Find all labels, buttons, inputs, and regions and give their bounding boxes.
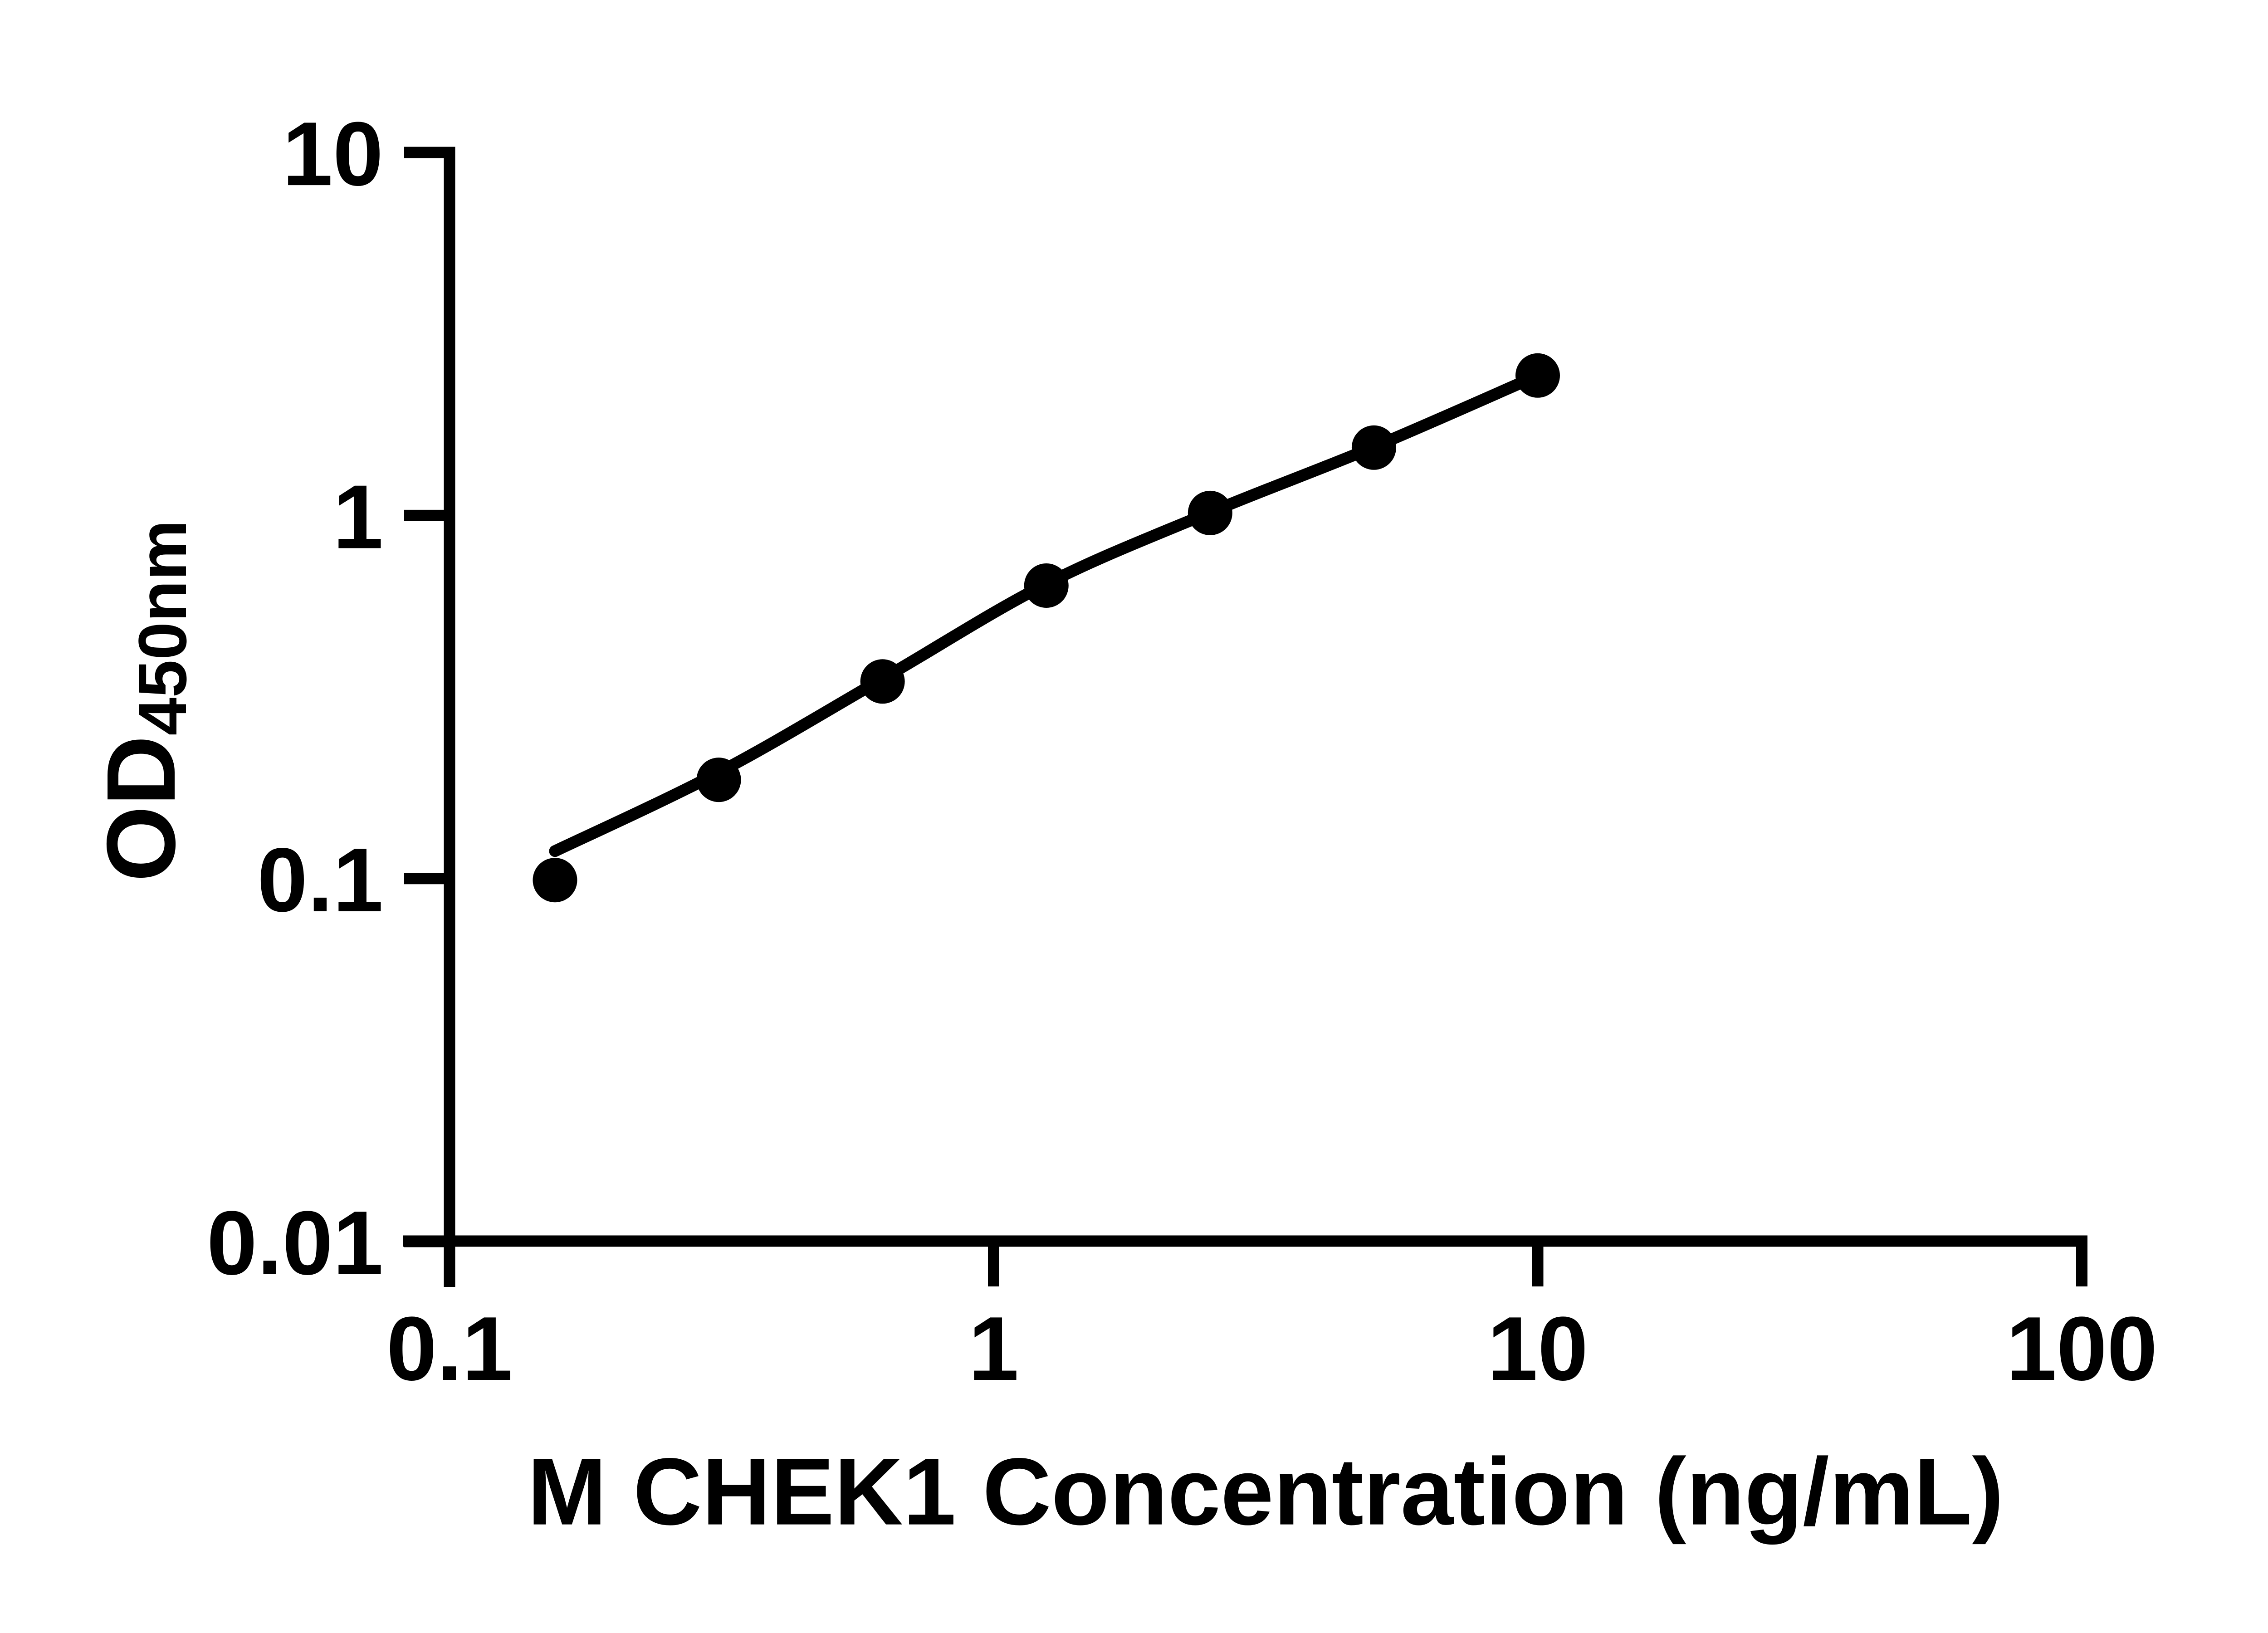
data-point [1351,425,1396,470]
data-point [1024,563,1069,608]
y-tick-label: 1 [333,466,383,567]
x-tick-label: 100 [2006,1298,2158,1399]
data-point [1188,490,1232,535]
axis-ticks [404,147,2087,1286]
data-point [1515,353,1560,398]
x-tick-label: 0.1 [386,1298,513,1399]
data-points-group [533,353,1560,903]
data-point [696,758,741,802]
y-tick-label: 0.1 [257,830,383,931]
y-tick-label: 10 [283,103,383,205]
y-axis-title-main: OD [86,735,196,882]
y-axis-title-subscript: 450nm [124,520,200,735]
y-axis-title: OD450nm [86,520,200,882]
x-tick-label: 10 [1487,1298,1588,1399]
data-point [860,659,905,704]
y-tick-label: 0.01 [207,1193,383,1294]
x-axis-title: M CHEK1 Concentration (ng/mL) [528,1438,2004,1545]
data-point [533,858,577,903]
axes [403,152,2087,1287]
x-tick-label: 1 [968,1298,1019,1399]
